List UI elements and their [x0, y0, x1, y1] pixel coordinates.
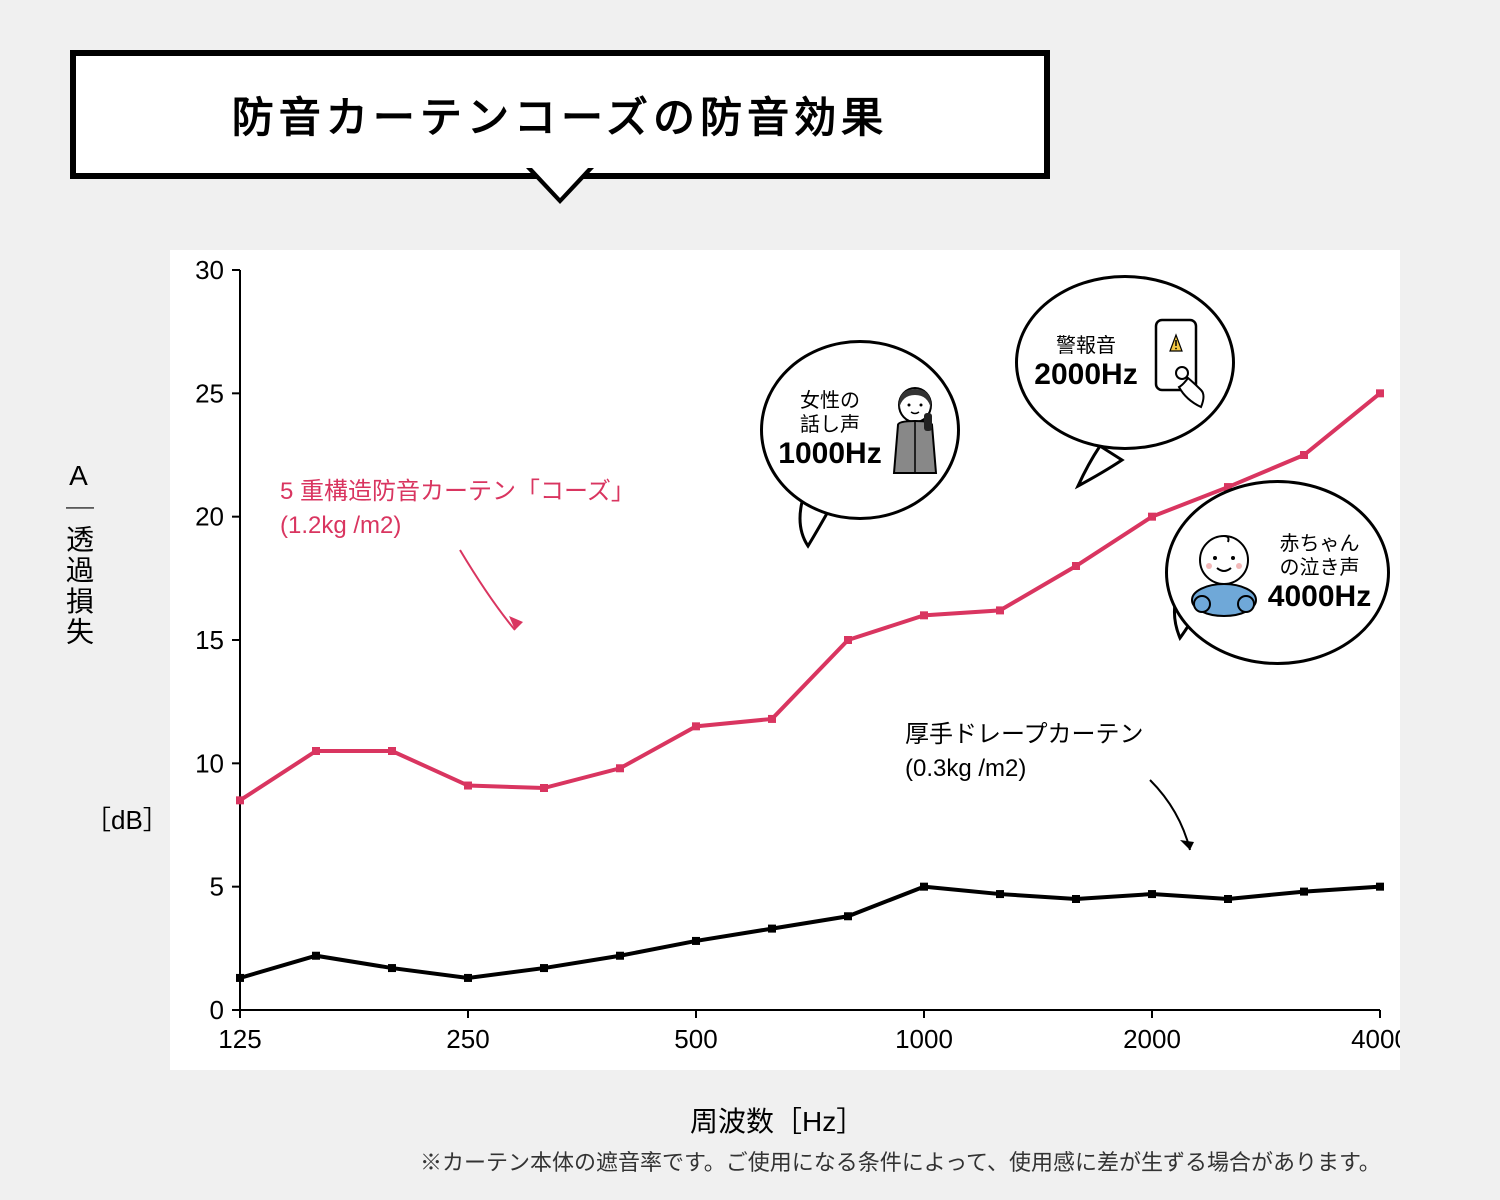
series-label-drape: 厚手ドレープカーテン (0.3kg /m2) [905, 718, 1144, 785]
svg-text:1000: 1000 [895, 1024, 953, 1054]
annotation-alarm: 警報音 2000Hz [1015, 275, 1235, 450]
svg-text:10: 10 [195, 748, 224, 778]
svg-text:125: 125 [218, 1024, 261, 1054]
title-pointer [532, 168, 588, 198]
drape-label-line1: 厚手ドレープカーテン [905, 721, 1144, 748]
phone-alert-icon [1146, 315, 1216, 410]
alarm-text: 警報音 [1034, 334, 1137, 358]
y-axis-unit: ［dB］ [85, 800, 169, 837]
baby-text: 赤ちゃん の泣き声 [1268, 532, 1371, 580]
voice-hz: 1000Hz [778, 437, 881, 471]
annotation-baby: 赤ちゃん の泣き声 4000Hz [1165, 480, 1390, 665]
woman-icon [888, 385, 942, 475]
drape-label-line2: (0.3kg /m2) [905, 755, 1026, 782]
y-axis-label: A｜透過損失 [58, 460, 98, 648]
series-label-coze: 5 重構造防音カーテン「コーズ」 (1.2kg /m2) [280, 475, 635, 542]
chart-title: 防音カーテンコーズの防音効果 [232, 94, 888, 141]
svg-text:250: 250 [446, 1024, 489, 1054]
chart-title-box: 防音カーテンコーズの防音効果 [70, 50, 1050, 179]
svg-text:0: 0 [210, 995, 224, 1025]
coze-label-line1: 5 重構造防音カーテン「コーズ」 [280, 478, 635, 505]
svg-text:20: 20 [195, 502, 224, 532]
annotation-voice: 女性の 話し声 1000Hz [760, 340, 960, 520]
svg-text:15: 15 [195, 625, 224, 655]
svg-text:2000: 2000 [1123, 1024, 1181, 1054]
voice-text: 女性の 話し声 [778, 389, 881, 437]
svg-text:5: 5 [210, 872, 224, 902]
svg-text:25: 25 [195, 378, 224, 408]
svg-text:30: 30 [195, 255, 224, 285]
svg-text:4000: 4000 [1351, 1024, 1400, 1054]
baby-hz: 4000Hz [1268, 580, 1371, 614]
x-axis-label: 周波数［Hz］ [690, 1100, 864, 1140]
baby-icon [1184, 528, 1264, 618]
svg-text:500: 500 [674, 1024, 717, 1054]
footnote: ※カーテン本体の遮音率です。ご使用になる条件によって、使用感に差が生ずる場合があ… [420, 1145, 1381, 1177]
coze-label-line2: (1.2kg /m2) [280, 512, 401, 539]
alarm-hz: 2000Hz [1034, 358, 1137, 392]
